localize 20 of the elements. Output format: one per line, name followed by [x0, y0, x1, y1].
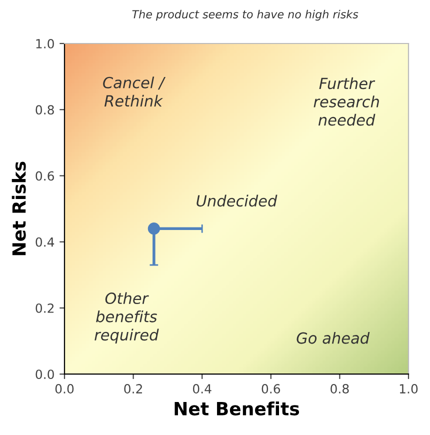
y-tick-label: 0.8 [36, 105, 54, 115]
x-tick-label: 0.0 [55, 384, 74, 394]
chart-title: The product seems to have no high risks [132, 10, 358, 21]
annotation: Cancel / Rethink [103, 76, 166, 107]
x-tick-label: 0.4 [192, 384, 212, 394]
x-tick-label: 0.2 [124, 384, 142, 394]
annotation: Further research needed [314, 77, 379, 126]
x-axis-title: Net Benefits [174, 401, 300, 416]
annotation: Go ahead [296, 332, 370, 344]
annotation: Other benefits required [94, 292, 159, 344]
x-tick-label: 1.0 [400, 384, 418, 394]
y-tick-label: 1.0 [36, 38, 54, 48]
y-tick-label: 0.4 [36, 237, 54, 247]
y-tick-label: 0.6 [36, 171, 54, 181]
y-tick-label: 0.0 [36, 370, 54, 380]
x-tick-label: 0.8 [330, 384, 349, 394]
y-tick-label: 0.2 [36, 303, 54, 313]
y-axis-title: Net Risks [12, 162, 26, 256]
x-tick-label: 0.6 [262, 384, 280, 394]
annotation: Undecided [196, 194, 278, 207]
